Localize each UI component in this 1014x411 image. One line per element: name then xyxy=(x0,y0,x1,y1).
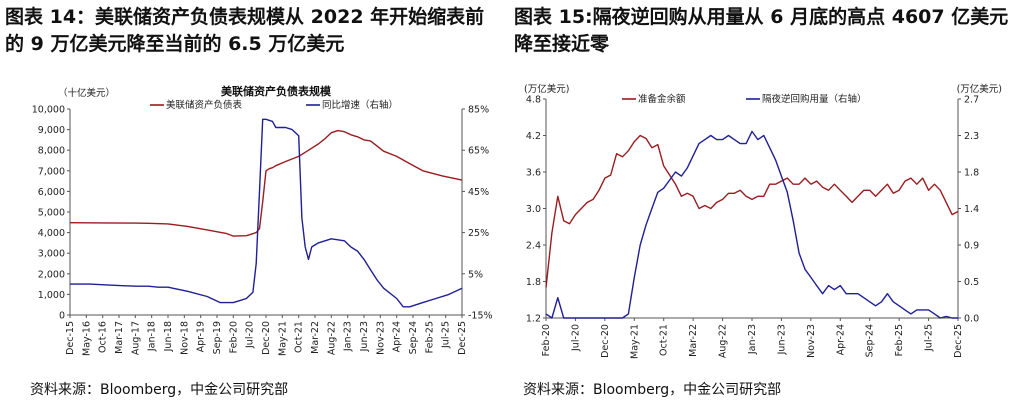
right-source-note: 资料来源：Bloomberg，中金公司研究部 xyxy=(523,382,782,398)
x-tick-label: Nov-23 xyxy=(375,321,386,355)
y-left-tick-label: 5,000 xyxy=(38,208,65,219)
y-left-tick-label: 2,000 xyxy=(38,269,65,280)
x-tick-label: Dec-20 xyxy=(600,324,611,358)
fed-balance-sheet-chart: 10,000 9,000 8,000 7,000 6,000 5,000 4,000 3,00… xyxy=(32,84,493,356)
x-tick-label: Feb-25 xyxy=(894,324,905,356)
chart-title: 美联储资产负债表规模 xyxy=(221,84,332,98)
y-right-tick-label: 0.5 xyxy=(964,277,979,288)
x-tick-label: Feb-25 xyxy=(424,321,435,353)
x-tick-label: Sep-24 xyxy=(408,321,419,354)
x-tick-label: Nov-23 xyxy=(806,324,817,358)
x-tick-label: Jan-23 xyxy=(747,324,758,355)
x-tick-label: Jul-25 xyxy=(441,321,452,349)
y-right-tick-label: 0.0 xyxy=(964,314,979,325)
y-left-tick-label: 1.8 xyxy=(526,277,541,288)
x-tick-label: Jan-23 xyxy=(343,321,354,352)
x-tick-label: Aug-22 xyxy=(326,321,337,355)
left-figure-title: 图表 14：美联储资产负债表规模从 2022 年开始缩表前的 9 万亿美元降至当… xyxy=(5,6,485,55)
x-tick-label: Sep-19 xyxy=(212,321,223,354)
x-tick-label: Oct-16 xyxy=(98,321,109,353)
y-right-tick-label: 0.9 xyxy=(964,241,979,252)
x-tick-label: Sep-24 xyxy=(865,324,876,357)
x-tick-label: Nov-18 xyxy=(179,321,190,355)
y-left-tick-label: 3.0 xyxy=(526,204,541,215)
x-tick-label: Jun-18 xyxy=(163,321,174,352)
y-right-tick-label: 85% xyxy=(468,105,489,116)
y-left-tick-label: 6,000 xyxy=(38,187,65,198)
x-tick-label: May-16 xyxy=(81,321,92,356)
series-line-blue xyxy=(70,118,463,308)
x-tick-label: Apr-24 xyxy=(835,324,846,355)
y-left-tick-label: 4.8 xyxy=(526,95,541,106)
y-left-tick-label: 1.2 xyxy=(526,314,541,325)
y-right-tick-label: -15% xyxy=(468,311,493,322)
x-tick-label: Apr-19 xyxy=(196,321,207,352)
y-left-tick-label: 3,000 xyxy=(38,249,65,260)
legend-label: 同比增速（右轴） xyxy=(322,99,398,111)
x-tick-label: Feb-20 xyxy=(228,321,239,353)
y-left-tick-label: 7,000 xyxy=(38,166,65,177)
y-left-tick-label: 9,000 xyxy=(38,125,65,136)
y-right-tick-label: 1.4 xyxy=(964,204,979,215)
right-figure-title: 图表 15:隔夜逆回购从用量从 6 月底的高点 4607 亿美元降至接近零 xyxy=(514,6,1009,55)
y-right-unit-label: (万亿美元) xyxy=(957,83,1002,95)
legend-label: 隔夜逆回购用量（右轴） xyxy=(762,93,867,105)
series-line-blue xyxy=(545,130,958,319)
x-tick-label: Jun-23 xyxy=(359,321,370,352)
x-tick-label: Jan-18 xyxy=(147,321,158,352)
x-tick-label: Aug-22 xyxy=(718,324,729,358)
y-right-tick-label: 1.8 xyxy=(964,168,979,179)
x-tick-label: May-21 xyxy=(277,321,288,356)
x-tick-label: Jul-25 xyxy=(924,324,935,352)
x-tick-label: Mar-22 xyxy=(688,324,699,357)
series-line-red xyxy=(69,129,463,237)
series-line-red xyxy=(545,134,959,288)
x-tick-label: Jul-20 xyxy=(245,321,256,349)
x-tick-label: May-21 xyxy=(629,324,640,359)
x-tick-label: Dec-25 xyxy=(457,321,468,355)
y-left-unit-label: （十亿美元） xyxy=(58,87,115,99)
y-left-tick-label: 1,000 xyxy=(38,290,65,301)
y-left-tick-label: 10,000 xyxy=(32,105,65,116)
y-left-tick-label: 4,000 xyxy=(38,228,65,239)
x-tick-label: Aug-17 xyxy=(130,321,141,355)
x-tick-label: Apr-24 xyxy=(392,321,403,352)
y-left-tick-label: 4.2 xyxy=(526,131,541,142)
y-left-unit-label: (万亿美元) xyxy=(524,83,569,95)
left-source-note: 资料来源：Bloomberg，中金公司研究部 xyxy=(30,382,289,398)
x-tick-label: Jul-20 xyxy=(570,324,581,352)
x-tick-label: Dec-20 xyxy=(261,321,272,355)
legend-label: 美联储资产负债表 xyxy=(166,99,243,111)
legend-label: 准备金余额 xyxy=(638,93,686,105)
y-right-tick-label: 2.7 xyxy=(964,95,979,106)
x-tick-label: Dec-25 xyxy=(953,324,964,358)
y-right-tick-label: 65% xyxy=(468,146,489,157)
x-tick-label: Oct-21 xyxy=(294,321,305,353)
x-tick-label: Mar-22 xyxy=(310,321,321,354)
y-right-tick-label: 25% xyxy=(468,228,489,239)
overnight-rrp-chart: 4.8 4.2 3.6 3.0 2.4 1.8 1.2 2.7 2.3 1.8 1.4 0.9 0.5 0… xyxy=(524,83,1002,359)
y-right-tick-label: 45% xyxy=(468,187,489,198)
x-tick-label: Oct-21 xyxy=(659,324,670,356)
y-right-tick-label: 5% xyxy=(468,269,483,280)
x-tick-label: Dec-15 xyxy=(65,321,76,355)
y-left-tick-label: 3.6 xyxy=(526,168,541,179)
y-left-tick-label: 2.4 xyxy=(526,241,541,252)
y-left-tick-label: 0 xyxy=(59,311,65,322)
x-tick-label: Jun-23 xyxy=(776,324,787,355)
y-left-tick-label: 8,000 xyxy=(38,146,65,157)
x-tick-label: Feb-20 xyxy=(541,324,552,356)
x-tick-label: Mar-17 xyxy=(114,321,125,354)
y-right-tick-label: 2.3 xyxy=(964,131,979,142)
